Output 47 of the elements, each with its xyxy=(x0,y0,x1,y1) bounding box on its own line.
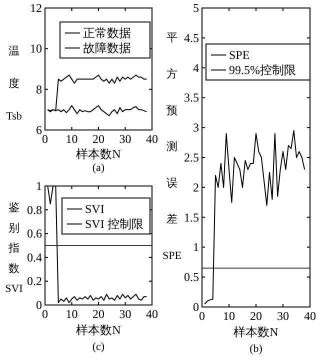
x-tick-label: 30 xyxy=(119,307,132,321)
x-tick-label: 10 xyxy=(66,307,78,321)
x-tick-label: 40 xyxy=(146,132,158,146)
y-tick-label: 10 xyxy=(30,42,42,56)
y-axis-title: 鉴别指数SVI xyxy=(5,202,24,296)
y-tick-label: 4.5 xyxy=(184,30,199,45)
text: 温度Tsb xyxy=(6,45,22,122)
text: (b) xyxy=(250,343,263,355)
y-tick-label: 8 xyxy=(36,82,42,96)
x-tick-label: 10 xyxy=(66,132,78,146)
legend-label: SVI 控制限 xyxy=(85,217,144,231)
y-tick-label: 3 xyxy=(193,120,199,135)
x-axis-title: 样本数N xyxy=(76,147,122,161)
text: (a) xyxy=(92,162,105,174)
y-tick-label: 5 xyxy=(193,1,199,15)
y-tick-label: 0.6 xyxy=(27,226,42,241)
y-tick-label: 0.5 xyxy=(184,270,199,284)
x-axis-title: 样本数N xyxy=(76,323,122,337)
y-tick-label: 1.5 xyxy=(184,210,199,224)
y-tick-label: 12 xyxy=(30,1,42,15)
legend-label: 故障数据 xyxy=(83,41,131,55)
x-axis-title: 样本数N xyxy=(234,325,279,339)
legend-label: 正常数据 xyxy=(83,26,131,40)
x-tick-label: 20 xyxy=(92,307,104,321)
legend-label: SVI xyxy=(85,202,104,216)
x-tick-label: 40 xyxy=(304,309,316,323)
y-tick-label: 1 xyxy=(193,240,199,254)
x-tick-label: 20 xyxy=(92,132,104,146)
y-tick-label: 0.8 xyxy=(27,202,42,217)
y-tick-label: 0.4 xyxy=(27,250,42,264)
x-tick-label: 30 xyxy=(119,132,132,146)
x-tick-label: 20 xyxy=(250,309,262,323)
y-tick-label: 3.5 xyxy=(184,90,199,105)
legend-label: SPE xyxy=(229,48,250,62)
x-tick-label: 10 xyxy=(223,309,235,323)
y-tick-label: 0.2 xyxy=(27,274,42,288)
x-tick-label: 30 xyxy=(277,309,289,323)
y-tick-label: 0 xyxy=(36,298,42,312)
y-tick-label: 2.5 xyxy=(184,150,199,164)
y-tick-label: 2 xyxy=(193,180,199,194)
text: 平方预测误差SPE xyxy=(162,32,182,262)
legend-label: 99.5%控制限 xyxy=(229,63,296,77)
text: (c) xyxy=(92,341,105,353)
x-tick-label: 40 xyxy=(146,307,158,321)
y-tick-label: 1 xyxy=(36,179,42,193)
y-tick-label: 4 xyxy=(193,60,199,75)
y-tick-label: 6 xyxy=(36,123,42,137)
